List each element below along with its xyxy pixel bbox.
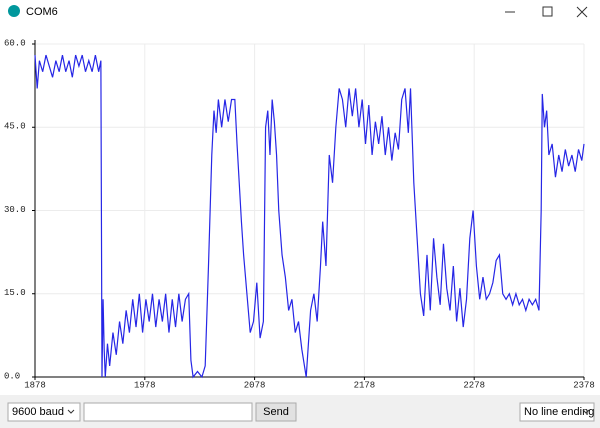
baud-text: 9600 baud	[12, 406, 64, 418]
plot-area: 0.0 15.0 30.0 45.0 60.0 1878 1978 2078 2178 2278 2…	[4, 38, 595, 390]
close[interactable]	[576, 6, 588, 18]
title-bar	[0, 0, 600, 30]
dropdown-arrow	[582, 409, 590, 414]
send-button[interactable]	[255, 402, 297, 422]
line-ending-select[interactable]	[519, 402, 595, 422]
y-tick-label: 60.0	[4, 38, 26, 48]
y-tick-label: 45.0	[4, 122, 26, 132]
x-tick-label: 1878	[24, 380, 46, 390]
y-tick-label: 0.0	[4, 371, 20, 381]
data-line	[34, 54, 585, 379]
x-tick-label: 2078	[244, 380, 266, 390]
maximize[interactable]	[542, 6, 553, 17]
baud-select[interactable]	[7, 402, 81, 422]
send-text: Send	[263, 406, 289, 418]
window-title: COM6	[26, 6, 58, 18]
app-icon	[8, 5, 20, 17]
x-tick-label: 2178	[354, 380, 376, 390]
dropdown-arrow	[67, 409, 75, 414]
y-tick-label: 15.0	[4, 288, 26, 298]
message-input[interactable]	[83, 402, 253, 422]
x-tick-label: 1978	[134, 380, 156, 390]
y-tick-label: 30.0	[4, 205, 26, 215]
line-ending-text: No line ending	[524, 406, 594, 418]
x-tick-label: 2378	[573, 380, 595, 390]
x-tick-label: 2278	[463, 380, 485, 390]
